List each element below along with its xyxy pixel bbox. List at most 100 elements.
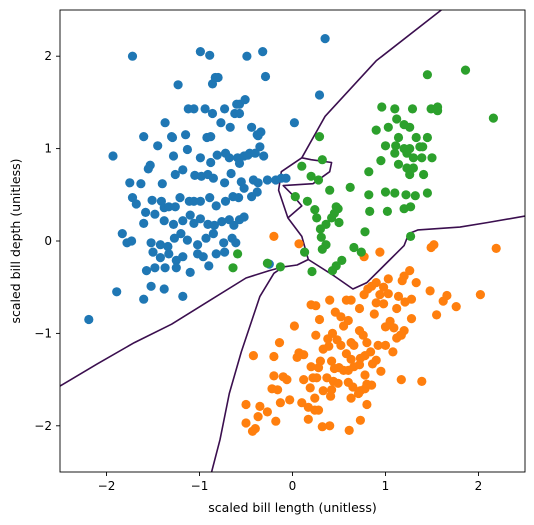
data-point <box>289 321 299 331</box>
data-point <box>195 153 205 163</box>
data-point <box>117 229 127 239</box>
data-point <box>239 183 249 193</box>
data-point <box>380 141 391 151</box>
data-point <box>209 220 219 230</box>
data-point <box>262 407 272 417</box>
data-point <box>375 247 385 257</box>
data-point <box>285 395 295 405</box>
data-point <box>310 205 320 215</box>
data-point <box>150 263 160 273</box>
data-point <box>362 338 372 348</box>
data-point <box>419 169 429 180</box>
data-point <box>320 34 330 44</box>
data-point <box>460 65 471 75</box>
data-point <box>159 284 169 294</box>
data-point <box>297 398 307 408</box>
data-point <box>185 210 195 220</box>
data-point <box>360 351 370 361</box>
data-point <box>163 241 173 252</box>
data-point <box>380 340 391 350</box>
data-point <box>349 340 359 350</box>
data-point <box>364 167 374 177</box>
data-point <box>406 202 416 212</box>
data-point <box>356 247 366 257</box>
data-point <box>326 391 336 401</box>
data-point <box>125 178 135 188</box>
data-point <box>181 130 191 140</box>
data-point <box>422 132 432 143</box>
data-point <box>355 415 365 425</box>
data-point <box>231 238 241 248</box>
x-tick-label: 2 <box>475 479 483 493</box>
data-point <box>306 171 316 181</box>
data-point <box>182 144 192 155</box>
data-point <box>241 418 251 428</box>
data-point <box>316 232 326 242</box>
data-point <box>189 218 199 228</box>
data-point <box>220 196 231 206</box>
data-point <box>371 355 381 365</box>
data-point <box>281 173 291 183</box>
data-point <box>147 195 157 205</box>
data-point <box>157 179 167 189</box>
data-point <box>307 266 317 277</box>
data-point <box>362 399 372 410</box>
data-point <box>297 161 307 171</box>
data-point <box>176 229 186 239</box>
data-point <box>397 276 407 286</box>
data-point <box>248 351 258 361</box>
data-point <box>392 114 402 124</box>
data-point <box>390 148 400 158</box>
data-point <box>410 191 420 201</box>
data-point <box>406 231 416 241</box>
data-point <box>275 398 285 408</box>
data-point <box>84 314 94 325</box>
data-point <box>201 233 211 243</box>
data-point <box>393 291 404 301</box>
data-point <box>206 132 216 142</box>
data-point <box>167 132 178 143</box>
data-point <box>274 338 285 348</box>
x-tick-label: −1 <box>191 479 209 493</box>
data-point <box>136 179 146 189</box>
data-point <box>141 266 152 276</box>
data-point <box>380 187 391 197</box>
data-point <box>253 131 263 141</box>
y-axis-label: scaled bill depth (unitless) <box>8 159 23 324</box>
data-point <box>392 303 402 314</box>
data-point <box>195 47 205 57</box>
x-axis-label: scaled bill length (unitless) <box>208 500 376 515</box>
data-point <box>306 362 316 372</box>
data-point <box>178 252 188 262</box>
data-point <box>289 118 299 128</box>
data-point <box>253 178 263 188</box>
data-point <box>345 182 355 192</box>
data-point <box>324 341 334 351</box>
data-point <box>406 314 417 324</box>
data-point <box>260 71 271 82</box>
data-point <box>216 118 226 128</box>
data-point <box>360 384 370 394</box>
data-point <box>317 244 327 254</box>
data-point <box>488 113 498 123</box>
data-point <box>178 291 188 301</box>
data-point <box>475 290 485 300</box>
data-point <box>393 159 404 169</box>
y-tick-label: −2 <box>34 419 52 433</box>
data-point <box>112 287 122 297</box>
data-point <box>317 422 327 432</box>
data-point <box>250 148 260 158</box>
data-point <box>160 263 170 273</box>
data-point <box>159 216 169 226</box>
data-point <box>255 401 265 411</box>
data-point <box>432 310 442 320</box>
decision-boundary-2 <box>210 266 284 472</box>
data-point <box>354 303 365 314</box>
data-point <box>373 340 383 350</box>
data-point <box>401 190 411 200</box>
data-point <box>300 247 310 257</box>
data-point <box>219 238 229 248</box>
data-point <box>198 252 208 262</box>
data-point <box>303 414 313 424</box>
data-point <box>379 282 389 292</box>
